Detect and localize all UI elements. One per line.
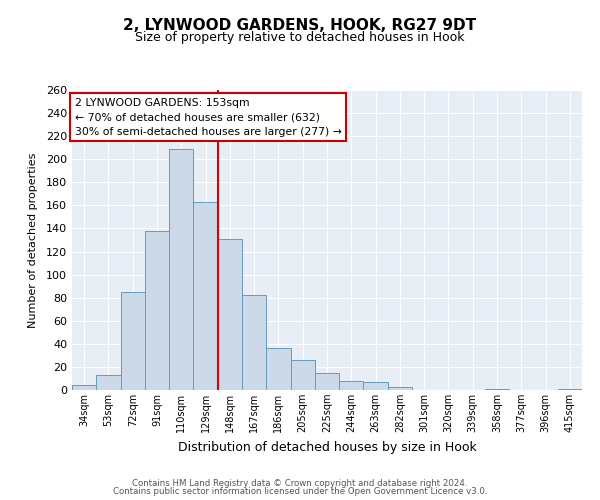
Bar: [364, 382, 388, 390]
Bar: [145, 231, 169, 390]
Bar: [121, 292, 145, 390]
Text: Size of property relative to detached houses in Hook: Size of property relative to detached ho…: [135, 31, 465, 44]
Bar: [558, 389, 582, 390]
Text: 2, LYNWOOD GARDENS, HOOK, RG27 9DT: 2, LYNWOOD GARDENS, HOOK, RG27 9DT: [124, 18, 476, 32]
Text: 2 LYNWOOD GARDENS: 153sqm
← 70% of detached houses are smaller (632)
30% of semi: 2 LYNWOOD GARDENS: 153sqm ← 70% of detac…: [74, 98, 341, 137]
Bar: [193, 202, 218, 390]
Bar: [339, 381, 364, 390]
Bar: [485, 389, 509, 390]
Text: Contains public sector information licensed under the Open Government Licence v3: Contains public sector information licen…: [113, 487, 487, 496]
Bar: [290, 360, 315, 390]
Text: Contains HM Land Registry data © Crown copyright and database right 2024.: Contains HM Land Registry data © Crown c…: [132, 478, 468, 488]
Bar: [169, 149, 193, 390]
Bar: [266, 348, 290, 390]
Bar: [96, 375, 121, 390]
X-axis label: Distribution of detached houses by size in Hook: Distribution of detached houses by size …: [178, 440, 476, 454]
Bar: [242, 296, 266, 390]
Y-axis label: Number of detached properties: Number of detached properties: [28, 152, 38, 328]
Bar: [218, 239, 242, 390]
Bar: [315, 372, 339, 390]
Bar: [388, 386, 412, 390]
Bar: [72, 386, 96, 390]
